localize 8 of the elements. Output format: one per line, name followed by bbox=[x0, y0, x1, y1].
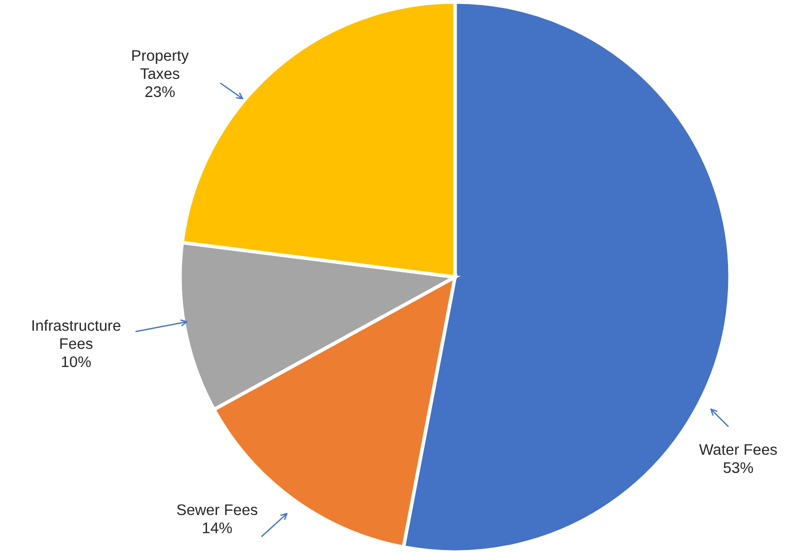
slice-label: Infrastructure Fees bbox=[32, 320, 120, 350]
data-label: 53% bbox=[724, 462, 753, 474]
slice-label: Water Fees bbox=[699, 444, 777, 455]
data-label: 23% bbox=[145, 86, 175, 98]
slice-label: Property Taxes bbox=[132, 50, 189, 79]
data-label: 10% bbox=[62, 356, 91, 368]
slice-label: Sewer Fees bbox=[177, 504, 258, 516]
data-label: 14% bbox=[203, 522, 232, 534]
